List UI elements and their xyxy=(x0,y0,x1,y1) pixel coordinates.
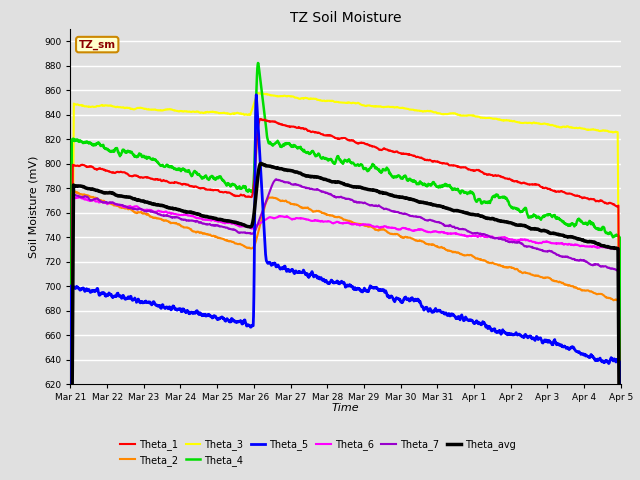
Line: Theta_7: Theta_7 xyxy=(70,179,621,480)
Theta_3 xyxy=(165,107,173,112)
Line: Theta_6: Theta_6 xyxy=(70,197,621,480)
Theta_6 xyxy=(446,230,454,236)
Theta_7 xyxy=(77,194,84,200)
Theta_5 xyxy=(446,313,454,319)
Theta_2 xyxy=(316,209,323,215)
Theta_7 xyxy=(446,222,454,228)
Line: Theta_2: Theta_2 xyxy=(70,192,621,480)
Theta_5 xyxy=(582,353,589,359)
Theta_4 xyxy=(316,152,323,158)
Theta_6 xyxy=(582,243,589,249)
Theta_3 xyxy=(446,110,454,116)
Theta_4 xyxy=(77,138,84,144)
Theta_3 xyxy=(77,102,84,108)
X-axis label: Time: Time xyxy=(332,403,360,413)
Theta_2 xyxy=(582,288,589,293)
Theta_avg xyxy=(348,184,356,190)
Theta_7 xyxy=(348,197,356,203)
Theta_5 xyxy=(348,284,356,289)
Theta_avg xyxy=(316,175,323,180)
Theta_4 xyxy=(446,184,454,190)
Theta_1 xyxy=(256,116,264,122)
Theta_7 xyxy=(165,214,173,219)
Theta_7 xyxy=(316,188,323,193)
Theta_2 xyxy=(446,248,454,254)
Theta_1 xyxy=(165,180,173,185)
Theta_5 xyxy=(165,305,173,311)
Theta_5 xyxy=(316,276,323,282)
Theta_4 xyxy=(348,160,356,166)
Line: Theta_avg: Theta_avg xyxy=(70,163,621,480)
Theta_4 xyxy=(582,220,589,226)
Theta_3 xyxy=(582,126,589,132)
Theta_avg xyxy=(582,239,589,244)
Theta_7 xyxy=(582,259,589,264)
Theta_3 xyxy=(255,90,262,96)
Theta_6 xyxy=(316,218,323,224)
Theta_1 xyxy=(316,130,323,136)
Theta_4 xyxy=(165,163,173,169)
Theta_5 xyxy=(252,92,260,97)
Theta_1 xyxy=(446,163,454,168)
Theta_2 xyxy=(77,191,85,197)
Line: Theta_1: Theta_1 xyxy=(70,119,621,480)
Theta_1 xyxy=(348,137,356,143)
Text: TZ_sm: TZ_sm xyxy=(79,39,116,50)
Line: Theta_4: Theta_4 xyxy=(70,63,621,480)
Y-axis label: Soil Moisture (mV): Soil Moisture (mV) xyxy=(29,155,38,258)
Line: Theta_3: Theta_3 xyxy=(70,93,621,480)
Theta_1 xyxy=(582,195,589,201)
Theta_avg xyxy=(165,205,173,211)
Theta_avg xyxy=(257,160,264,166)
Theta_3 xyxy=(316,97,323,103)
Title: TZ Soil Moisture: TZ Soil Moisture xyxy=(290,11,401,25)
Theta_2 xyxy=(165,219,173,225)
Line: Theta_5: Theta_5 xyxy=(70,95,621,480)
Theta_5 xyxy=(77,287,84,292)
Theta_6 xyxy=(76,194,84,200)
Theta_6 xyxy=(165,210,173,216)
Theta_7 xyxy=(273,176,280,182)
Theta_2 xyxy=(72,189,79,194)
Theta_3 xyxy=(348,100,356,106)
Theta_4 xyxy=(254,60,262,66)
Theta_2 xyxy=(348,220,356,226)
Theta_avg xyxy=(77,183,84,189)
Theta_6 xyxy=(77,195,85,201)
Theta_avg xyxy=(446,206,454,212)
Theta_6 xyxy=(348,221,356,227)
Legend: Theta_1, Theta_2, Theta_3, Theta_4, Theta_5, Theta_6, Theta_7, Theta_avg: Theta_1, Theta_2, Theta_3, Theta_4, Thet… xyxy=(116,435,520,469)
Theta_1 xyxy=(77,162,84,168)
